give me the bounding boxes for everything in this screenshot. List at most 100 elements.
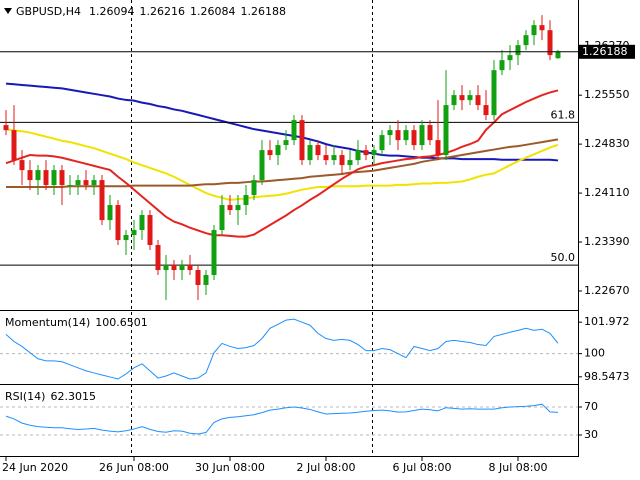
- candle-body: [171, 264, 177, 271]
- candle-body: [51, 170, 57, 186]
- ohlc-value: 1.26188: [240, 5, 286, 18]
- candle-body: [323, 155, 329, 161]
- chart-header: GBPUSD,H4 1.26094 1.26216 1.26084 1.26188: [16, 5, 286, 18]
- candle-body: [491, 70, 497, 116]
- candle-body: [555, 51, 561, 59]
- indicator-value: 62.3015: [50, 390, 96, 403]
- y-tick-label: 30: [584, 428, 598, 441]
- y-tick-label: 1.24110: [584, 186, 630, 199]
- candle-body: [259, 150, 265, 181]
- candle-body: [459, 95, 465, 101]
- candle-body: [195, 270, 201, 285]
- moving-average: [5, 89, 559, 238]
- chart-title: GBPUSD,H4: [16, 5, 81, 18]
- candle-body: [339, 155, 345, 166]
- candle-body: [115, 205, 121, 241]
- candle-body: [515, 45, 521, 56]
- candle-body: [3, 125, 9, 131]
- candle-body: [363, 150, 369, 156]
- panel-title: RSI(14) 62.3015: [5, 390, 96, 403]
- candle-body: [443, 105, 449, 156]
- candle-body: [427, 125, 433, 141]
- candle-body: [411, 130, 417, 146]
- candle-body: [467, 95, 473, 101]
- x-tick-label: 26 Jun 08:00: [99, 461, 169, 474]
- candle-body: [451, 95, 457, 106]
- x-tick-label: 24 Jun 2020: [2, 461, 68, 474]
- ohlc-value: 1.26084: [190, 5, 236, 18]
- y-tick-label: 1.23390: [584, 235, 630, 248]
- candle-body: [251, 180, 257, 196]
- candle-body: [91, 180, 97, 186]
- candle-body: [99, 180, 105, 221]
- indicator-value: 100.6501: [95, 316, 148, 329]
- indicator-name: RSI(14): [5, 390, 45, 403]
- candle-body: [187, 264, 193, 271]
- candle-body: [19, 160, 25, 171]
- candle-body: [483, 105, 489, 116]
- y-tick-label: 1.22670: [584, 284, 630, 297]
- candle-body: [315, 145, 321, 156]
- candle-body: [211, 230, 217, 275]
- candle-body: [267, 150, 273, 156]
- x-tick-label: 6 Jul 08:00: [393, 461, 452, 474]
- candle-body: [35, 170, 41, 181]
- candle-body: [179, 264, 185, 271]
- panel-title: Momentum(14) 100.6501: [5, 316, 148, 329]
- candle-body: [131, 230, 137, 236]
- candle-body: [67, 185, 73, 187]
- candle-body: [11, 130, 17, 161]
- candle-body: [83, 180, 89, 186]
- candle-body: [347, 160, 353, 166]
- moving-average: [6, 138, 559, 188]
- y-tick-label: 1.25550: [584, 88, 630, 101]
- candle-body: [499, 60, 505, 71]
- moving-average: [5, 128, 559, 201]
- y-tick-label: 70: [584, 400, 598, 413]
- fib-label: 50.0: [551, 251, 576, 264]
- candle-body: [275, 145, 281, 156]
- candle-body: [331, 155, 337, 161]
- candle-body: [139, 215, 145, 231]
- candle-body: [531, 25, 537, 36]
- collapse-icon: [4, 8, 12, 14]
- candle-body: [43, 170, 49, 186]
- indicator-line: [5, 403, 559, 435]
- ohlc-value: 1.26216: [139, 5, 185, 18]
- moving-average: [5, 82, 559, 162]
- candle-body: [395, 130, 401, 141]
- candle-body: [379, 135, 385, 151]
- candle-body: [291, 120, 297, 141]
- candle-body: [107, 205, 113, 221]
- indicator-name: Momentum(14): [5, 316, 90, 329]
- candle-body: [147, 215, 153, 246]
- candle-body: [163, 264, 169, 271]
- candle-body: [419, 125, 425, 146]
- fib-label: 61.8: [551, 108, 576, 121]
- y-tick-label: 100: [584, 347, 605, 360]
- candle-body: [227, 205, 233, 211]
- x-tick-label: 8 Jul 08:00: [489, 461, 548, 474]
- x-tick-label: 30 Jun 08:00: [195, 461, 265, 474]
- candle-body: [299, 120, 305, 161]
- candle-body: [27, 170, 33, 181]
- candle-body: [59, 170, 65, 186]
- candle-body: [203, 274, 209, 285]
- candle-body: [507, 55, 513, 61]
- current-price-label: 1.26188: [582, 45, 628, 58]
- candle-body: [539, 25, 545, 31]
- candle-body: [243, 195, 249, 206]
- y-tick-label: 98.5473: [584, 370, 630, 383]
- y-tick-label: 1.24830: [584, 137, 630, 150]
- candle-body: [371, 150, 377, 156]
- candle-body: [523, 35, 529, 46]
- candle-body: [283, 140, 289, 146]
- candle-body: [75, 180, 81, 186]
- candle-body: [307, 145, 313, 161]
- current-price-box: [579, 44, 635, 59]
- candle-body: [123, 235, 129, 241]
- indicator-line: [5, 318, 559, 380]
- candle-body: [547, 30, 553, 56]
